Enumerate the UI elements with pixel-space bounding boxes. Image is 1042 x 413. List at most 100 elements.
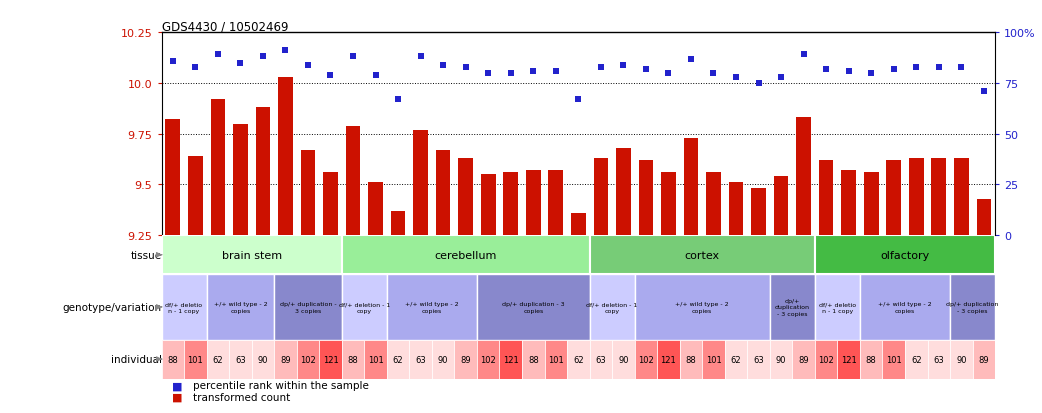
Text: df/+ deletion - 1
copy: df/+ deletion - 1 copy [339,301,390,313]
Bar [319,339,342,379]
Point [908,64,924,71]
Bar [342,339,365,379]
Bar [410,339,431,379]
Bar [887,161,901,236]
Point [975,88,992,95]
Point [953,64,970,71]
Bar [590,339,612,379]
Bar [725,339,747,379]
Text: +/+ wild type - 2
copies: +/+ wild type - 2 copies [675,301,729,313]
Text: 121: 121 [841,355,857,364]
Bar [251,339,274,379]
Bar [387,275,477,339]
Point [818,66,835,73]
Text: cerebellum: cerebellum [435,250,497,260]
Bar [972,339,995,379]
Bar [166,120,180,236]
Text: +/+ wild type - 2
copies: +/+ wild type - 2 copies [405,301,458,313]
Bar [635,275,770,339]
Bar [368,183,382,236]
Bar [480,175,496,236]
Bar [545,339,567,379]
Bar [909,159,923,236]
Text: dp/+ duplication - 3
copies: dp/+ duplication - 3 copies [502,301,565,313]
Bar [255,108,270,236]
Text: 88: 88 [866,355,876,364]
Point [683,56,699,63]
Bar [976,199,991,236]
Bar [864,173,878,236]
Bar [477,339,499,379]
Text: 63: 63 [753,355,764,364]
Bar [728,183,743,236]
Point [840,68,857,75]
Point [209,52,226,59]
Text: df/+ deletion - 1
copy: df/+ deletion - 1 copy [587,301,638,313]
Bar [503,173,518,236]
Bar [751,189,766,236]
Text: 101: 101 [886,355,901,364]
Bar [661,173,676,236]
Bar [927,339,950,379]
Text: 62: 62 [213,355,223,364]
Bar [206,339,229,379]
Text: 121: 121 [661,355,676,364]
Text: 102: 102 [818,355,834,364]
Bar [950,339,972,379]
Text: 101: 101 [188,355,203,364]
Bar [819,161,834,236]
Text: GDS4430 / 10502469: GDS4430 / 10502469 [162,20,288,33]
Point [187,64,203,71]
Bar [346,126,361,236]
Bar [522,339,545,379]
Text: 101: 101 [705,355,721,364]
Text: 89: 89 [978,355,989,364]
Text: ■: ■ [172,380,182,390]
Bar [905,339,927,379]
Bar [815,339,838,379]
Text: 102: 102 [638,355,653,364]
Text: 89: 89 [461,355,471,364]
Bar [274,275,342,339]
Bar [162,235,342,275]
Text: 62: 62 [911,355,921,364]
Text: 88: 88 [168,355,178,364]
Text: 62: 62 [573,355,584,364]
Point [322,72,339,79]
Text: 102: 102 [480,355,496,364]
Point [277,48,294,55]
Point [413,54,429,61]
Text: +/+ wild type - 2
copies: +/+ wild type - 2 copies [214,301,267,313]
Point [931,64,947,71]
Bar [815,235,995,275]
Point [457,64,474,71]
Bar [590,275,635,339]
Bar [458,159,473,236]
Bar [548,171,563,236]
Bar [796,118,811,236]
Text: df/+ deletio
n - 1 copy: df/+ deletio n - 1 copy [819,301,855,313]
Bar [954,159,969,236]
Point [570,97,587,103]
Bar [950,275,995,339]
Text: 90: 90 [618,355,628,364]
Text: 63: 63 [235,355,246,364]
Text: brain stem: brain stem [222,250,281,260]
Bar [342,235,590,275]
Bar [567,339,590,379]
Bar [477,275,590,339]
Bar [387,339,410,379]
Text: cortex: cortex [685,250,720,260]
Text: 62: 62 [730,355,741,364]
Text: dp/+ duplication
- 3 copies: dp/+ duplication - 3 copies [946,301,999,313]
Point [660,70,676,77]
Text: 63: 63 [595,355,606,364]
Text: +/+ wild type - 2
copies: +/+ wild type - 2 copies [878,301,932,313]
Bar [301,150,316,236]
Text: genotype/variation: genotype/variation [63,302,162,312]
Bar [883,339,905,379]
Text: df/+ deletio
n - 1 copy: df/+ deletio n - 1 copy [166,301,202,313]
Bar [612,339,635,379]
Point [390,97,406,103]
Point [502,70,519,77]
